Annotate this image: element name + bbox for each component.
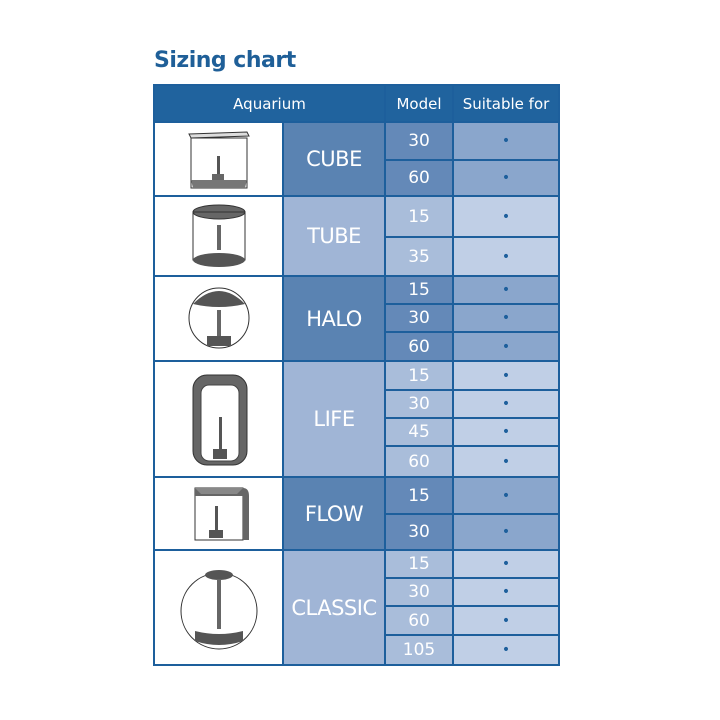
flow-aquarium-icon bbox=[155, 480, 282, 548]
suitable-dot: • bbox=[452, 275, 561, 305]
tube-aquarium-icon bbox=[155, 200, 282, 272]
aquarium-image bbox=[153, 360, 284, 478]
table-row: 30 • bbox=[154, 303, 561, 333]
table-row: LIFE 15 • bbox=[153, 360, 561, 478]
table-row: FLOW 15 • bbox=[153, 476, 561, 551]
aquarium-image bbox=[153, 275, 284, 362]
aquarium-name: LIFE bbox=[281, 360, 387, 478]
model-size: 30 bbox=[384, 121, 455, 161]
table-row: 60 • bbox=[154, 605, 561, 636]
table-row: 45 • bbox=[154, 417, 561, 447]
suitable-dot: • bbox=[452, 549, 561, 579]
model-size: 45 bbox=[384, 417, 455, 447]
suitable-dot: • bbox=[452, 121, 561, 161]
table-row: 60 • bbox=[154, 331, 561, 362]
halo-aquarium-icon bbox=[155, 280, 282, 358]
suitable-dot: • bbox=[452, 360, 561, 391]
aquarium-name: CUBE bbox=[281, 121, 387, 197]
suitable-dot: • bbox=[452, 476, 561, 515]
table-row: TUBE 15 • bbox=[153, 195, 561, 277]
model-size: 60 bbox=[384, 331, 455, 362]
model-size: 60 bbox=[384, 445, 455, 478]
cube-aquarium-icon bbox=[155, 126, 282, 192]
page-title: Sizing chart bbox=[154, 48, 296, 73]
table-row: 30 • bbox=[154, 513, 561, 551]
aquarium-image bbox=[153, 549, 284, 666]
model-size: 15 bbox=[384, 549, 455, 579]
suitable-dot: • bbox=[452, 195, 561, 238]
model-size: 60 bbox=[384, 159, 455, 197]
aquarium-name: TUBE bbox=[281, 195, 387, 277]
table-row: 60 • bbox=[154, 445, 561, 478]
suitable-dot: • bbox=[452, 417, 561, 447]
model-size: 15 bbox=[384, 360, 455, 391]
model-size: 15 bbox=[384, 195, 455, 238]
table-row: 105 • bbox=[154, 634, 561, 666]
model-size: 35 bbox=[384, 236, 455, 277]
model-size: 60 bbox=[384, 605, 455, 636]
model-size: 15 bbox=[384, 275, 455, 305]
suitable-dot: • bbox=[452, 389, 561, 419]
table-row: CLASSIC 15 • bbox=[153, 549, 561, 666]
table-row: 30 • bbox=[154, 577, 561, 607]
aquarium-image bbox=[153, 195, 284, 277]
aquarium-image bbox=[153, 476, 284, 551]
header-model: Model bbox=[384, 84, 455, 123]
header-aquarium: Aquarium bbox=[152, 84, 387, 123]
suitable-dot: • bbox=[452, 634, 561, 666]
header-suitable: Suitable for bbox=[452, 84, 561, 123]
life-aquarium-icon bbox=[155, 367, 282, 471]
suitable-dot: • bbox=[452, 577, 561, 607]
model-size: 30 bbox=[384, 513, 455, 551]
suitable-dot: • bbox=[452, 445, 561, 478]
aquarium-name: FLOW bbox=[281, 476, 387, 551]
aquarium-image bbox=[153, 121, 284, 197]
suitable-dot: • bbox=[452, 331, 561, 362]
table-row: HALO 15 • bbox=[153, 275, 561, 362]
table-row: 60 • bbox=[154, 159, 561, 197]
table-row: 30 • bbox=[154, 389, 561, 419]
table-row: CUBE 30 • bbox=[153, 121, 561, 197]
model-size: 30 bbox=[384, 577, 455, 607]
model-size: 30 bbox=[384, 303, 455, 333]
sizing-table: Aquarium Model Suitable for CUBE 30 • 60 • TU… bbox=[152, 84, 561, 666]
suitable-dot: • bbox=[452, 605, 561, 636]
suitable-dot: • bbox=[452, 303, 561, 333]
model-size: 15 bbox=[384, 476, 455, 515]
aquarium-name: CLASSIC bbox=[281, 549, 387, 666]
model-size: 105 bbox=[384, 634, 455, 666]
classic-aquarium-icon bbox=[155, 553, 282, 663]
model-size: 30 bbox=[384, 389, 455, 419]
suitable-dot: • bbox=[452, 513, 561, 551]
table-row: 35 • bbox=[154, 236, 561, 277]
suitable-dot: • bbox=[452, 236, 561, 277]
suitable-dot: • bbox=[452, 159, 561, 197]
aquarium-name: HALO bbox=[281, 275, 387, 362]
